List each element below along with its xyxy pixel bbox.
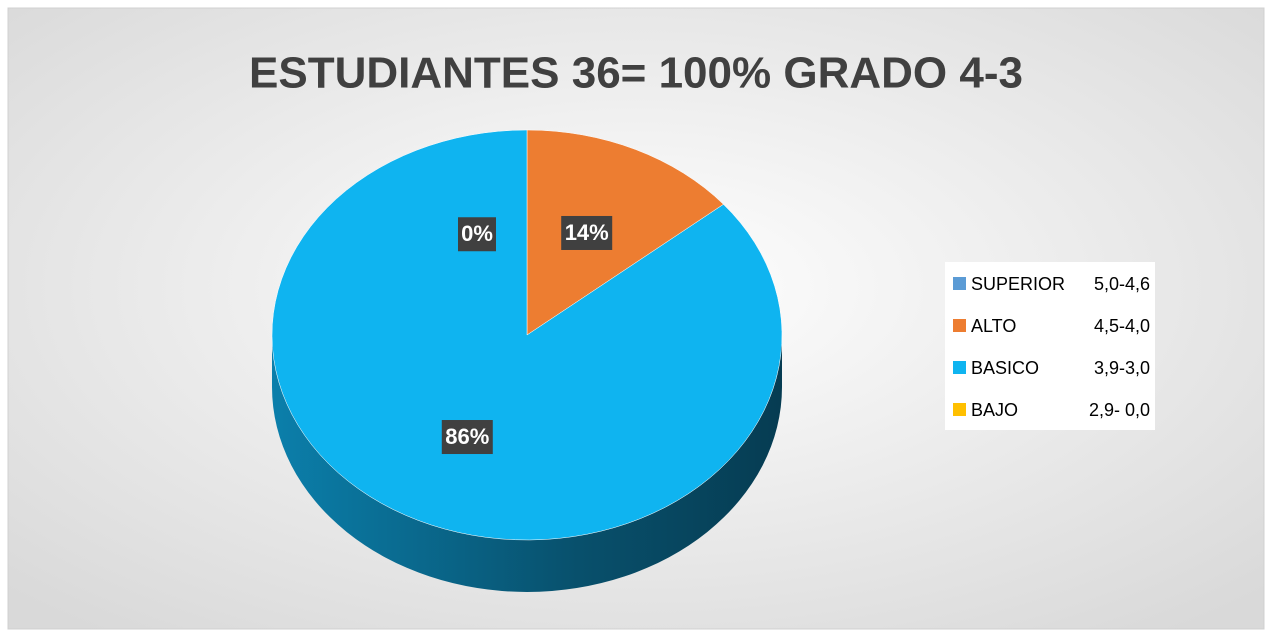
- legend-label: SUPERIOR: [971, 274, 1065, 294]
- legend-swatch: [953, 319, 966, 332]
- legend-label: BAJO: [971, 400, 1018, 420]
- data-label: 14%: [561, 215, 613, 250]
- data-label-box: [561, 215, 613, 250]
- legend-range: 5,0-4,6: [1094, 274, 1150, 294]
- data-label-box: [458, 217, 496, 252]
- data-label: 0%: [458, 217, 496, 252]
- data-label-text: 14%: [565, 220, 609, 245]
- pie-side: [272, 335, 782, 592]
- legend-label: BASICO: [971, 358, 1039, 378]
- pie-slice: [526, 129, 724, 336]
- chart-title: ESTUDIANTES 36= 100% GRADO 4-3: [249, 49, 1023, 98]
- pie-slice: [271, 129, 783, 541]
- data-label-box: [441, 420, 493, 455]
- data-label-text: 0%: [461, 221, 493, 246]
- legend-range: 2,9- 0,0: [1089, 400, 1150, 420]
- legend-range: 3,9-3,0: [1094, 358, 1150, 378]
- legend-label: ALTO: [971, 316, 1016, 336]
- data-label-text: 86%: [445, 424, 489, 449]
- legend-swatch: [953, 403, 966, 416]
- data-label: 86%: [441, 420, 493, 455]
- legend-box: [945, 262, 1155, 430]
- legend-swatch: [953, 277, 966, 290]
- legend-range: 4,5-4,0: [1094, 316, 1150, 336]
- legend-swatch: [953, 361, 966, 374]
